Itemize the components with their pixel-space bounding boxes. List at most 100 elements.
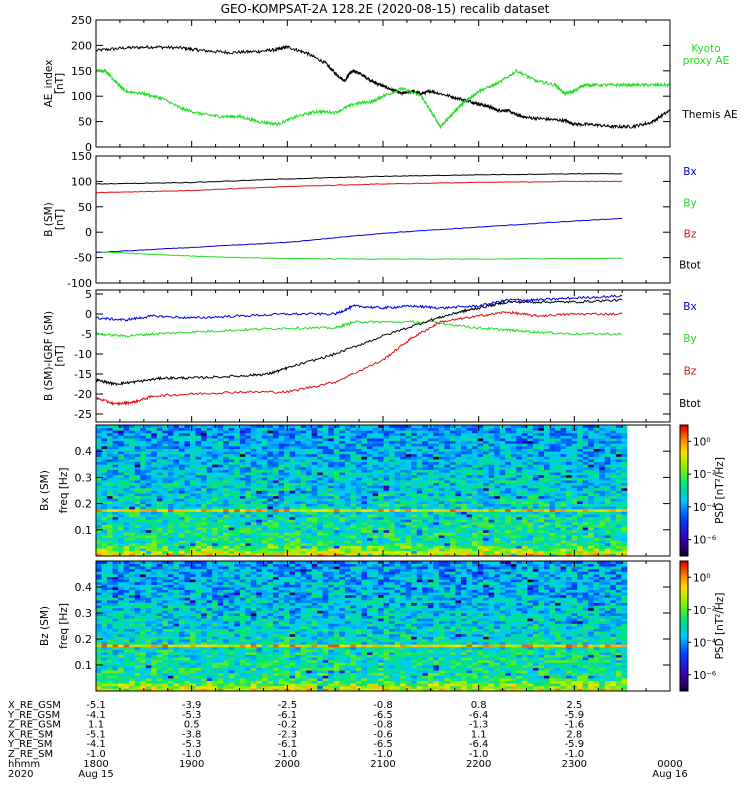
panel-spec_bx-cell [167,453,174,457]
panel-spec_bx-cell [107,508,113,512]
panel-spec_bx-cell [311,508,318,512]
panel-spec_bx-cell [129,427,136,431]
panel-spec_bx-cell [328,440,335,444]
panel-spec_bx-cell [361,511,368,515]
panel-spec_bx-cell [339,506,346,510]
panel-spec_bx-cell [549,532,556,536]
panel-spec_bx-cell [505,508,512,512]
panel-spec_bx-cell [394,495,401,499]
panel-spec_bx-cell [488,529,495,533]
panel-spec_bx-cell [355,459,362,463]
panel-spec_bx-cell [466,432,473,436]
panel-spec_bx-cell [593,466,600,470]
panel-spec_bx-cell [422,542,429,546]
panel-spec_bx-cell [250,440,257,444]
panel-spec_bx-cell [201,532,208,536]
panel-spec_bx-cell [499,524,506,528]
panel-spec_bx-cell [223,445,230,449]
panel-spec_bx-cell [339,508,346,512]
panel-spec_bx-cell [378,527,384,531]
panel-spec_bx-cell [101,456,108,460]
panel-spec_bx-cell [190,495,196,499]
panel-spec_bx-cell [411,445,418,449]
panel-spec_bx-cell [206,490,213,494]
panel-spec_bx-cell [295,443,302,447]
panel-spec_bx-cell [350,521,357,525]
panel-spec_bx-cell [444,440,451,444]
panel-spec_bx-cell [151,508,158,512]
panel-spec_bx-cell [599,516,606,520]
panel-spec_bx-cell [400,537,407,541]
panel-spec_bx-cell [477,519,484,523]
panel-spec_bx-cell [427,438,434,442]
panel-spec_bx-cell [549,529,556,533]
panel-spec_bx-cell [201,545,208,549]
panel-spec_bx-cell [510,461,517,465]
panel-spec_bx-cell [201,435,208,439]
panel-spec_bx-cell [145,516,152,520]
panel-spec_bx-cell [566,498,573,502]
panel-spec_bx-cell [510,487,517,491]
panel-spec_bx-cell [178,500,185,504]
panel-spec_bx-cell [538,427,545,431]
panel-spec_bx-cell [289,453,296,457]
panel-db-frame [95,289,671,423]
panel-spec_bx-cell [461,548,467,552]
panel-spec_bx-cell [582,430,589,434]
panel-spec_bx-cell [543,503,550,507]
panel-spec_bx-cell [112,432,119,436]
panel-spec_bx-cell [234,503,241,507]
panel-spec_bx-cell [405,474,412,478]
panel-spec_bx-cell [184,519,191,523]
panel-spec_bx-cell [167,466,174,470]
panel-spec_bx-cell [566,427,573,431]
panel-spec_bx-cell [206,464,213,468]
panel-spec_bx-cell [245,545,252,549]
panel-spec_bx-cell [499,521,506,525]
panel-spec_bx-cell [322,425,329,429]
panel-spec_bx-cell [461,480,467,484]
panel-spec_bx-cell [272,438,279,442]
panel-spec_bx-cell [333,495,340,499]
panel-spec_bx-cell [96,506,102,510]
panel-spec_bx-cell [223,443,230,447]
panel-spec_bx-cell [289,448,296,452]
panel-spec_bx-cell [134,540,141,544]
panel-db-ytick-label: -5 [81,328,92,341]
panel-spec_bx-cell [206,521,213,525]
panel-spec_bx-cell [322,435,329,439]
panel-spec_bx-cell [333,529,340,533]
panel-spec_bx-cell [289,466,296,470]
panel-spec_bx-cell [223,477,230,481]
panel-spec_bx-cell [433,459,440,463]
panel-spec_bx-cell [145,477,152,481]
panel-spec_bx-cell [295,529,302,533]
panel-spec_bx-cell [239,425,246,429]
panel-spec_bx-cell [543,542,550,546]
panel-spec_bx-cell [455,459,462,463]
panel-spec_bx-cell [461,529,467,533]
panel-spec_bx-cell [178,521,185,525]
panel-spec_bx-cell [444,435,451,439]
panel-spec_bx-cell [217,511,224,515]
panel-spec_bx-cell [571,487,578,491]
panel-spec_bx-cell [521,456,528,460]
panel-spec_bx-cell [184,482,191,486]
panel-spec_bx-cell [416,503,423,507]
panel-spec_bx-cell [123,485,130,489]
panel-spec_bx-cell [577,519,584,523]
panel-spec_bx-cell [405,469,412,473]
panel-spec_bx-cell [328,519,335,523]
panel-spec_bx-cell [400,440,407,444]
panel-spec_bx-cell [190,550,196,554]
legend-themis: Themis AE [681,109,737,121]
panel-spec_bx-cell [422,545,429,549]
panel-spec_bx-cell [400,542,407,546]
panel-spec_bx-cell [494,430,501,434]
panel-b-ytick-label: 0 [85,226,92,239]
panel-spec_bx-cell [167,514,174,518]
panel-spec_bx-cell [300,435,307,439]
panel-spec_bx-cell [499,456,506,460]
panel-spec_bx-cell [355,490,362,494]
panel-spec_bx-cell [389,435,396,439]
